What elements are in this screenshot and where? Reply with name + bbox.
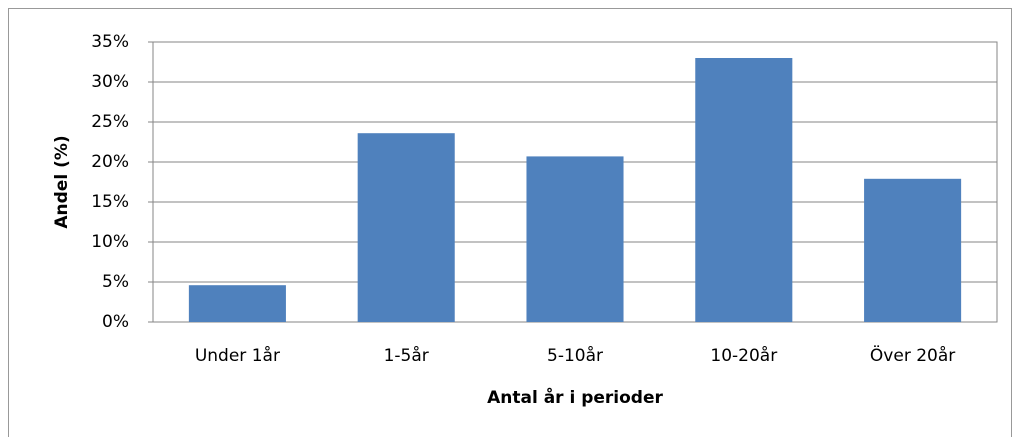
x-tick-label: 5-10år (547, 345, 603, 366)
y-tick-label: 0% (102, 312, 129, 332)
y-tick-label: 5% (102, 272, 129, 292)
x-tick-label: Över 20år (870, 344, 955, 366)
x-tick-label: 10-20år (710, 345, 777, 366)
x-tick-label: 1-5år (384, 345, 429, 366)
x-axis-title: Antal år i perioder (487, 386, 663, 408)
y-tick-label: 30% (91, 72, 129, 92)
bar (695, 58, 793, 322)
x-tick-label: Under 1år (195, 345, 280, 366)
bar (526, 156, 624, 322)
y-tick-label: 10% (91, 232, 129, 252)
y-tick-label: 25% (91, 112, 129, 132)
y-tick-label: 15% (91, 192, 129, 212)
y-axis-title: Andel (%) (52, 135, 72, 228)
y-tick-label: 20% (91, 152, 129, 172)
bar (188, 285, 286, 322)
bar (864, 178, 962, 322)
bar (357, 133, 455, 322)
y-tick-label: 35% (91, 32, 129, 52)
